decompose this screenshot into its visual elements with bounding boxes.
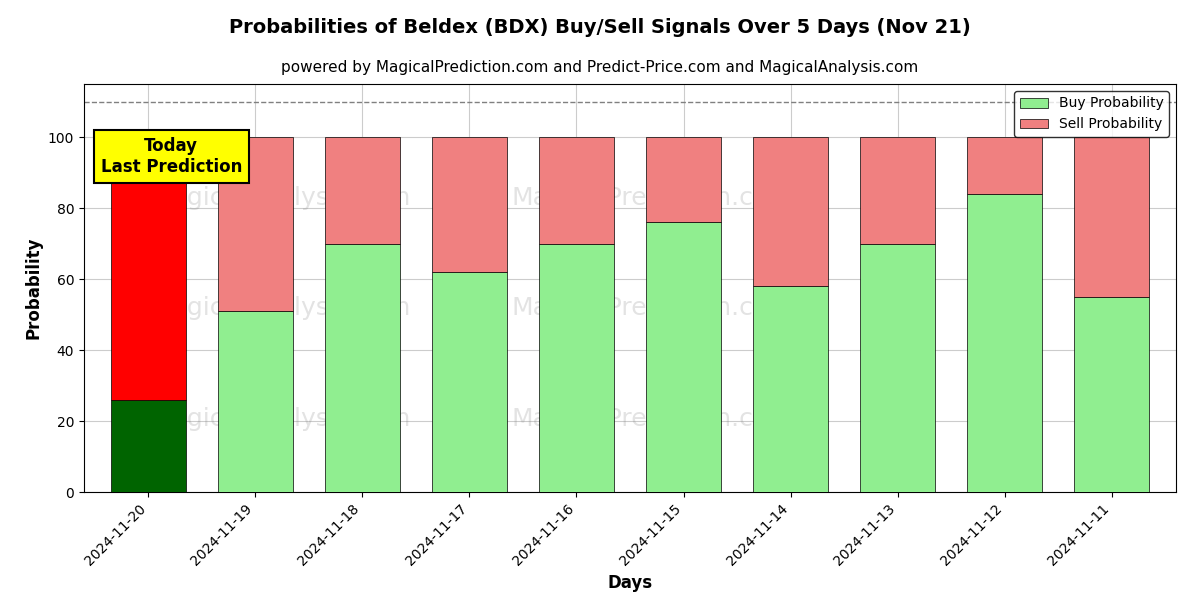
Bar	[218, 137, 293, 311]
Text: powered by MagicalPrediction.com and Predict-Price.com and MagicalAnalysis.com: powered by MagicalPrediction.com and Pre…	[281, 60, 919, 75]
Bar	[539, 137, 614, 244]
Bar	[325, 244, 400, 492]
Text: MagicalAnalysis.com: MagicalAnalysis.com	[150, 296, 410, 320]
Text: MagicalAnalysis.com: MagicalAnalysis.com	[150, 186, 410, 210]
Text: MagicalAnalysis.com: MagicalAnalysis.com	[150, 407, 410, 431]
Bar	[967, 194, 1042, 492]
Bar	[325, 137, 400, 244]
Bar	[1074, 137, 1150, 297]
Legend: Buy Probability, Sell Probability: Buy Probability, Sell Probability	[1014, 91, 1169, 137]
Bar	[432, 272, 506, 492]
Bar	[110, 137, 186, 400]
Bar	[860, 244, 935, 492]
Text: MagicalPrediction.com: MagicalPrediction.com	[511, 296, 792, 320]
Bar	[860, 137, 935, 244]
X-axis label: Days: Days	[607, 574, 653, 592]
Bar	[646, 137, 721, 223]
Bar	[218, 311, 293, 492]
Text: MagicalPrediction.com: MagicalPrediction.com	[511, 186, 792, 210]
Y-axis label: Probability: Probability	[24, 237, 42, 339]
Bar	[1074, 297, 1150, 492]
Bar	[110, 400, 186, 492]
Text: Today
Last Prediction: Today Last Prediction	[101, 137, 242, 176]
Bar	[646, 223, 721, 492]
Bar	[967, 137, 1042, 194]
Bar	[432, 137, 506, 272]
Text: Probabilities of Beldex (BDX) Buy/Sell Signals Over 5 Days (Nov 21): Probabilities of Beldex (BDX) Buy/Sell S…	[229, 18, 971, 37]
Bar	[539, 244, 614, 492]
Text: MagicalPrediction.com: MagicalPrediction.com	[511, 407, 792, 431]
Bar	[754, 286, 828, 492]
Bar	[754, 137, 828, 286]
